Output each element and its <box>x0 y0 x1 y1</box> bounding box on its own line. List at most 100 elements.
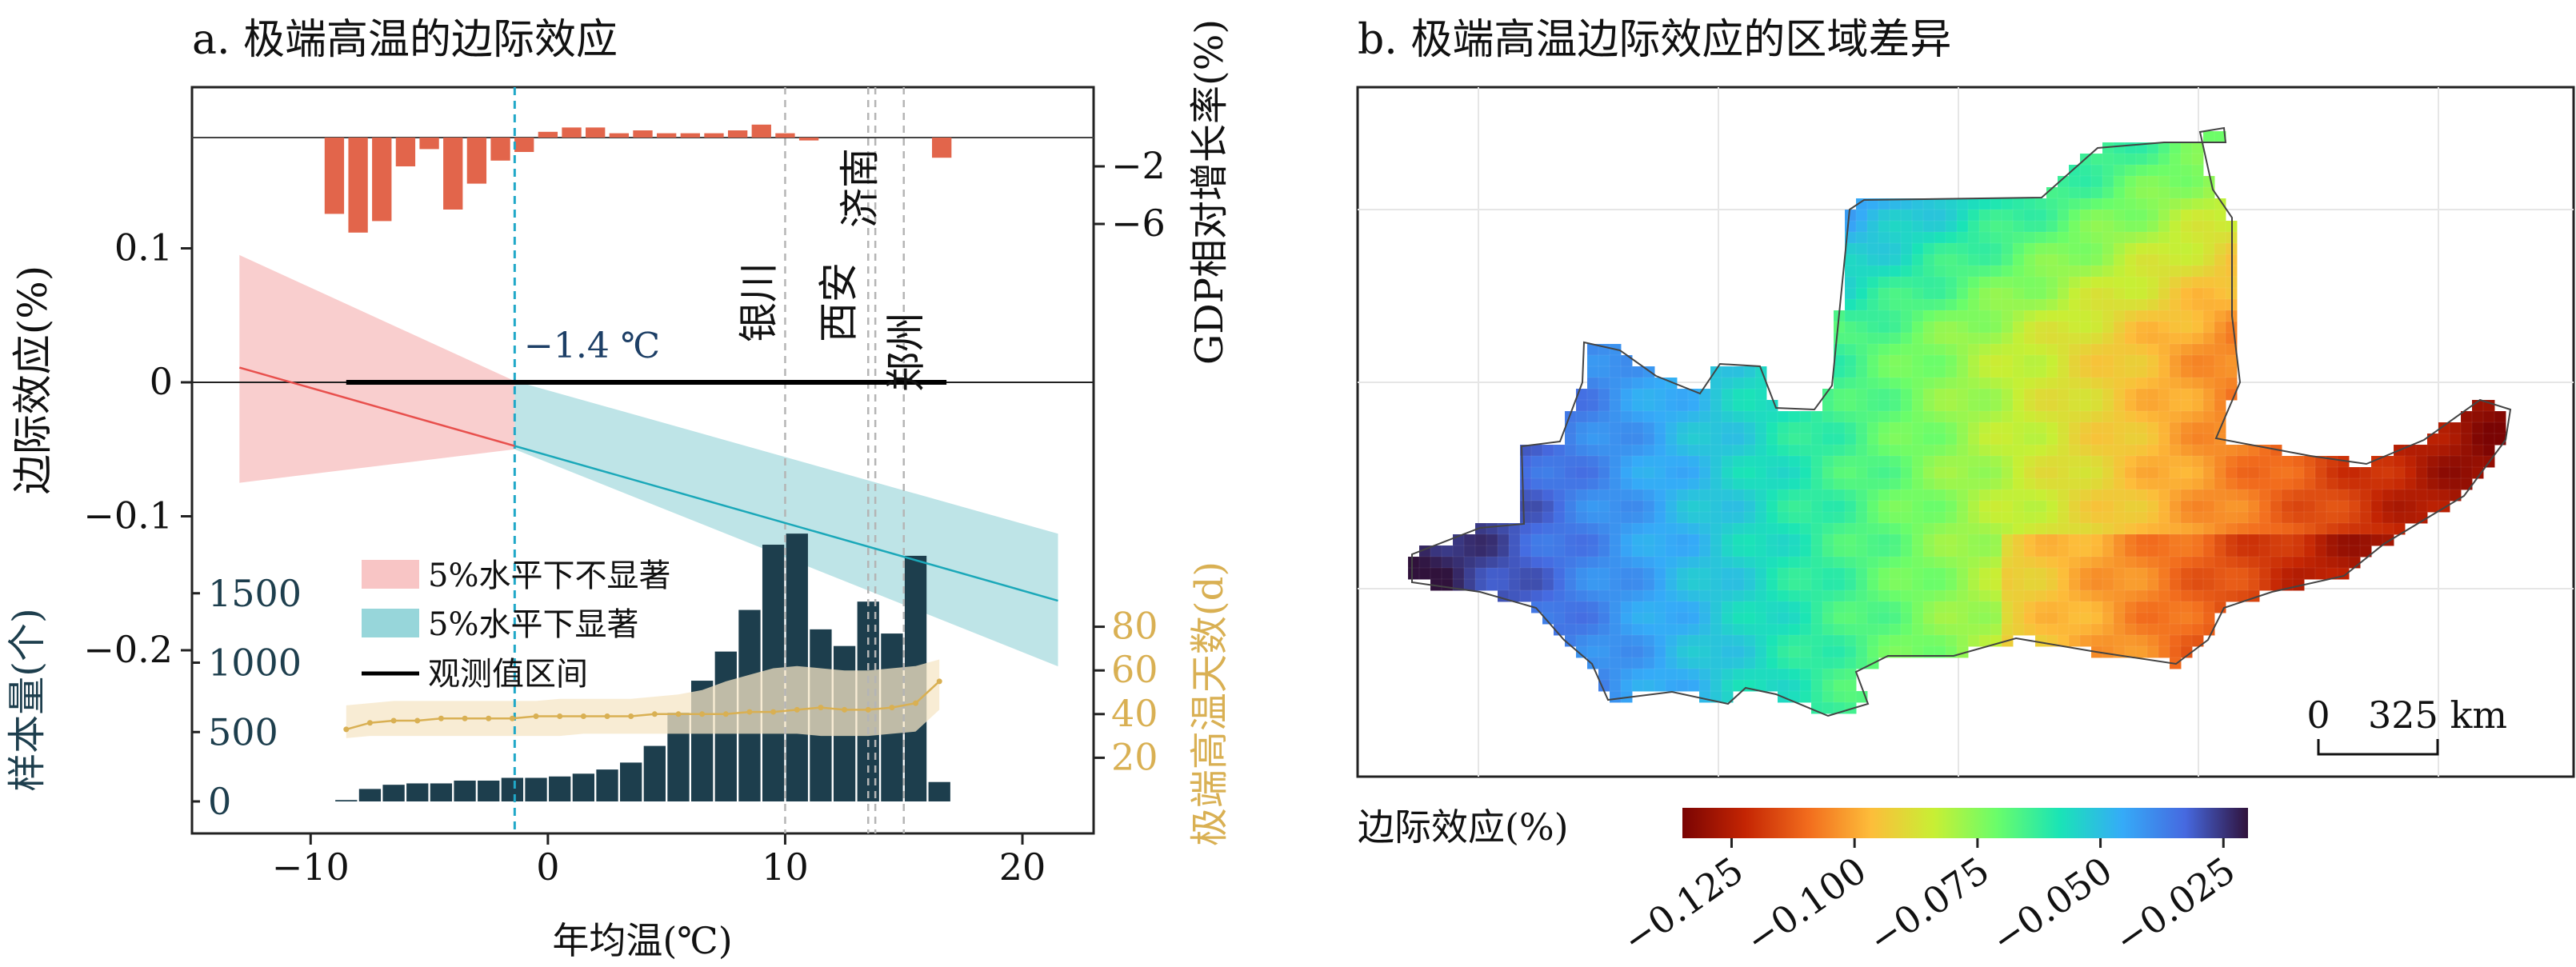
region-cell <box>1687 422 1700 434</box>
region-cell <box>1777 533 1790 546</box>
region-cell <box>1553 489 1566 501</box>
region-cell <box>2303 511 2316 524</box>
heat-days-point <box>865 706 871 713</box>
region-cell <box>1878 265 1890 278</box>
region-cell <box>2012 533 2025 546</box>
region-cell <box>2258 455 2271 468</box>
region-cell <box>2090 567 2103 580</box>
region-cell <box>1441 556 1454 569</box>
region-cell <box>1575 533 1588 546</box>
region-cell <box>1710 377 1722 390</box>
region-cell <box>2090 545 2103 557</box>
city-label: 郑州 <box>883 312 930 392</box>
region-cell <box>1866 433 1879 446</box>
region-cell <box>1878 522 1890 535</box>
region-cell <box>2180 500 2193 513</box>
region-cell <box>2270 545 2282 557</box>
region-cell <box>1542 466 1554 479</box>
region-cell <box>1900 444 1913 457</box>
region-cell <box>2202 388 2215 401</box>
region-cell <box>1586 589 1599 602</box>
gdp-bar <box>633 130 653 138</box>
region-cell <box>1956 321 1969 334</box>
region-cell <box>1710 645 1722 658</box>
region-cell <box>1945 634 1958 647</box>
region-cell <box>1710 388 1722 401</box>
gdp-bar <box>656 133 677 138</box>
region-cell <box>1978 444 1991 457</box>
region-cell <box>1754 522 1767 535</box>
region-cell <box>2191 153 2204 166</box>
region-cell <box>1654 612 1666 625</box>
region-cell <box>2079 198 2092 210</box>
region-cell <box>1900 511 1913 524</box>
region-cell <box>2146 175 2159 188</box>
region-cell <box>2113 265 2126 278</box>
region-cell <box>1844 556 1857 569</box>
region-cell <box>1642 522 1655 535</box>
region-cell <box>1642 489 1655 501</box>
region-cell <box>2169 321 2182 334</box>
region-cell <box>2102 254 2114 266</box>
region-cell <box>2438 489 2450 501</box>
region-cell <box>1766 567 1778 580</box>
region-cell <box>2068 298 2081 311</box>
region-cell <box>1665 578 1678 591</box>
region-cell <box>1609 354 1622 367</box>
region-cell <box>1967 198 1980 210</box>
region-cell <box>2191 567 2204 580</box>
region-cell <box>2001 623 2014 636</box>
region-cell <box>2146 399 2159 412</box>
region-cell <box>1676 545 1689 557</box>
region-cell <box>2057 500 2070 513</box>
region-cell <box>1866 444 1879 457</box>
region-cell <box>2214 500 2226 513</box>
region-cell <box>1486 556 1498 569</box>
region-cell <box>1833 578 1846 591</box>
region-cell <box>1497 578 1510 591</box>
region-cell <box>2012 366 2025 378</box>
region-cell <box>1967 634 1980 647</box>
region-cell <box>1978 556 1991 569</box>
region-cell <box>2012 478 2025 490</box>
region-cell <box>1900 265 1913 278</box>
region-cell <box>1822 657 1834 669</box>
region-cell <box>2169 377 2182 390</box>
region-cell <box>1844 220 1857 233</box>
region-cell <box>2225 511 2238 524</box>
region-cell <box>1855 332 1868 345</box>
region-cell <box>2202 276 2215 289</box>
region-cell <box>2471 422 2484 434</box>
region-cell <box>2068 287 2081 300</box>
region-cell <box>2169 589 2182 602</box>
region-cell <box>2146 298 2159 311</box>
region-cell <box>1665 545 1678 557</box>
region-cell <box>2023 433 2036 446</box>
region-cell <box>1956 242 1969 255</box>
region-cell <box>2135 343 2148 356</box>
region-cell <box>2180 410 2193 423</box>
region-cell <box>1934 433 1946 446</box>
region-cell <box>2135 634 2148 647</box>
region-cell <box>2079 511 2092 524</box>
region-cell <box>2034 209 2047 222</box>
region-cell <box>2057 433 2070 446</box>
region-cell <box>1855 556 1868 569</box>
region-cell <box>1463 545 1476 557</box>
region-cell <box>2046 276 2058 289</box>
region-cell <box>1911 601 1924 613</box>
region-cell <box>1665 634 1678 647</box>
region-cell <box>1889 354 1902 367</box>
region-cell <box>2348 489 2361 501</box>
region-cell <box>2124 533 2137 546</box>
region-cell <box>1822 556 1834 569</box>
region-cell <box>2370 522 2383 535</box>
region-cell <box>1788 601 1801 613</box>
region-cell <box>1665 645 1678 658</box>
region-cell <box>1967 511 1980 524</box>
region-cell <box>2046 601 2058 613</box>
heat-tick-label: 60 <box>1111 648 1158 691</box>
region-cell <box>1542 489 1554 501</box>
